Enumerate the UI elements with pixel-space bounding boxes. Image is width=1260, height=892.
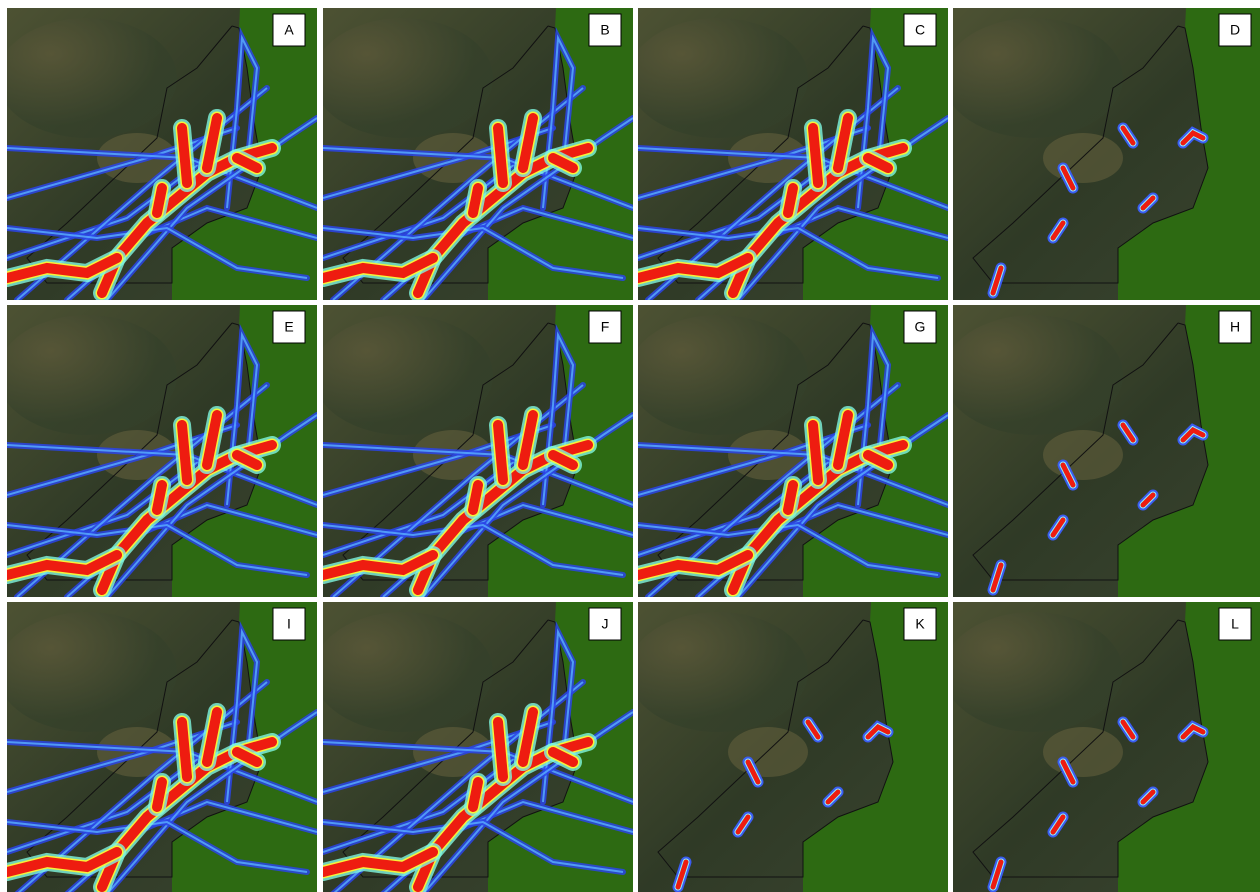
terrain-patch	[628, 315, 808, 435]
panel-label: A	[284, 22, 294, 38]
panel-label: C	[915, 22, 925, 38]
terrain-patch	[628, 18, 808, 138]
hotspot	[182, 425, 187, 480]
map-panel: A	[0, 8, 317, 300]
hotspot	[473, 485, 478, 510]
map-panel: H	[943, 305, 1260, 597]
terrain-patch	[1043, 430, 1123, 480]
terrain-patch	[0, 612, 177, 732]
panel-label: E	[284, 319, 293, 335]
panel-label: K	[915, 616, 925, 632]
panel-label: B	[600, 22, 609, 38]
map-panel: G	[628, 305, 948, 597]
map-panel: J	[313, 602, 633, 892]
terrain-patch	[728, 727, 808, 777]
map-panel: F	[313, 305, 633, 597]
map-panel: K	[628, 602, 948, 892]
hotspot	[473, 188, 478, 213]
hotspot	[182, 128, 187, 183]
hotspot	[813, 128, 818, 183]
panel-label: D	[1230, 22, 1240, 38]
panel-label: F	[601, 319, 610, 335]
panel-label: I	[287, 616, 291, 632]
panel-label: G	[915, 319, 926, 335]
panel-label: L	[1231, 616, 1239, 632]
hotspot	[157, 782, 162, 807]
map-panel: B	[313, 8, 633, 300]
terrain-patch	[313, 18, 493, 138]
hotspot	[182, 722, 187, 777]
map-panel: E	[0, 305, 317, 597]
hotspot	[498, 722, 503, 777]
terrain-patch	[313, 612, 493, 732]
hotspot	[473, 782, 478, 807]
figure: A B C D E F G H I J K L	[0, 0, 1260, 892]
terrain-patch	[943, 315, 1123, 435]
map-panel: D	[943, 8, 1260, 300]
terrain-patch	[628, 612, 808, 732]
panel-label: J	[602, 616, 609, 632]
map-panel: I	[0, 602, 317, 892]
map-panel: L	[943, 602, 1260, 892]
hotspot	[498, 425, 503, 480]
terrain-patch	[943, 18, 1123, 138]
hotspot	[813, 425, 818, 480]
panel-grid: A B C D E F G H I J K L	[0, 0, 1260, 892]
terrain-patch	[0, 315, 177, 435]
terrain-patch	[943, 612, 1123, 732]
hotspot	[498, 128, 503, 183]
hotspot	[788, 485, 793, 510]
terrain-patch	[1043, 727, 1123, 777]
hotspot	[157, 188, 162, 213]
terrain-patch	[1043, 133, 1123, 183]
panel-label: H	[1230, 319, 1240, 335]
hotspot	[157, 485, 162, 510]
hotspot	[788, 188, 793, 213]
terrain-patch	[0, 18, 177, 138]
map-panel: C	[628, 8, 948, 300]
terrain-patch	[313, 315, 493, 435]
